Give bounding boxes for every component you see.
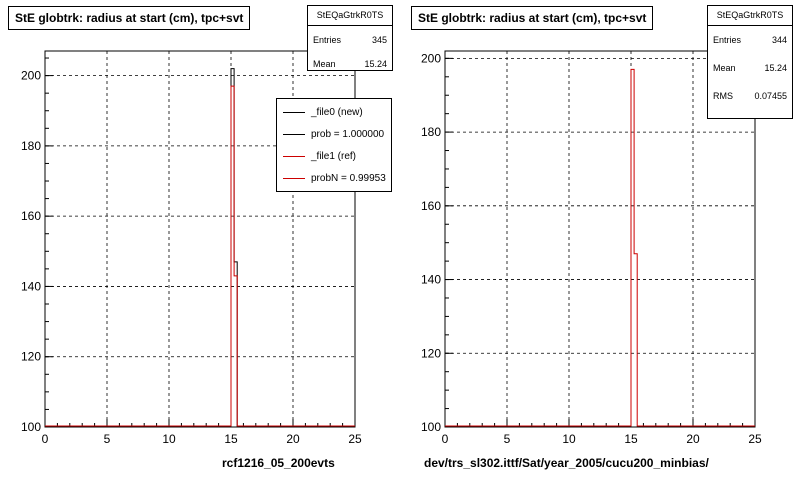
panel2-y-tick-label: 160 [421,199,441,213]
panel1-x-tick-label: 25 [348,432,362,446]
legend-item-file0: _file0 (new) [277,101,391,123]
panel1-stats-mean: Mean 15.24 [313,59,387,69]
panel2-plot-frame [444,50,756,428]
panel2-title: StE globtrk: radius at start (cm), tpc+s… [411,6,654,30]
panel1-series-1-line [45,85,355,427]
panel2-y-tick-label: 120 [421,346,441,360]
panel2-y-tick-label: 100 [421,420,441,434]
panel2-x-tick-label: 10 [562,432,576,446]
panel2-x-tick-label: 20 [686,432,700,446]
panel2-x-tick-label: 0 [442,432,449,446]
panel1-y-tick-label: 100 [21,420,41,434]
panel1-plot-frame [44,50,356,428]
panel1-legend: _file0 (new) prob = 1.000000 _file1 (ref… [276,98,392,192]
panel2-x-tick-label: 25 [748,432,762,446]
panel2-stats-name: StEQaGtrkR0TS [708,6,792,26]
legend-item-prob: prob = 1.000000 [277,123,391,145]
panel1-stats-box: StEQaGtrkR0TS Entries 345 Mean 15.24 [307,5,393,71]
panel2-footer: dev/trs_sl302.ittf/Sat/year_2005/cucu200… [424,456,709,470]
panel1-footer: rcf1216_05_200evts [222,456,335,470]
panel1-x-tick-label: 10 [162,432,176,446]
panel1-stats-name: StEQaGtrkR0TS [308,6,392,26]
panel2-y-tick-label: 140 [421,273,441,287]
panel1-y-tick-label: 160 [21,209,41,223]
panel1-x-tick-label: 20 [286,432,300,446]
panel1-x-tick-label: 0 [42,432,49,446]
panel2-stats-box: StEQaGtrkR0TS Entries 344 Mean 15.24 RMS… [707,5,793,119]
panel2-x-tick-label: 5 [504,432,511,446]
panel1-title: StE globtrk: radius at start (cm), tpc+s… [8,6,251,30]
panel2-y-tick-label: 200 [421,51,441,65]
legend-item-file1: _file1 (ref) [277,145,391,167]
panel2-y-tick-label: 180 [421,125,441,139]
panel2-x-tick-label: 15 [624,432,638,446]
panel2-stats-mean: Mean 15.24 [713,63,787,73]
panel1-y-tick-label: 140 [21,279,41,293]
legend-item-probn: probN = 0.99953 [277,167,391,189]
panel2-stats-rms: RMS 0.07455 [713,91,787,101]
panel1-stats-entries: Entries 345 [313,35,387,45]
panel1-y-tick-label: 120 [21,350,41,364]
panel1-x-tick-label: 5 [104,432,111,446]
panel1-y-tick-label: 200 [21,69,41,83]
panel1-x-tick-label: 15 [224,432,238,446]
panel2-series-0-line [445,68,755,427]
panel2-stats-entries: Entries 344 [713,35,787,45]
panel1-y-tick-label: 180 [21,139,41,153]
